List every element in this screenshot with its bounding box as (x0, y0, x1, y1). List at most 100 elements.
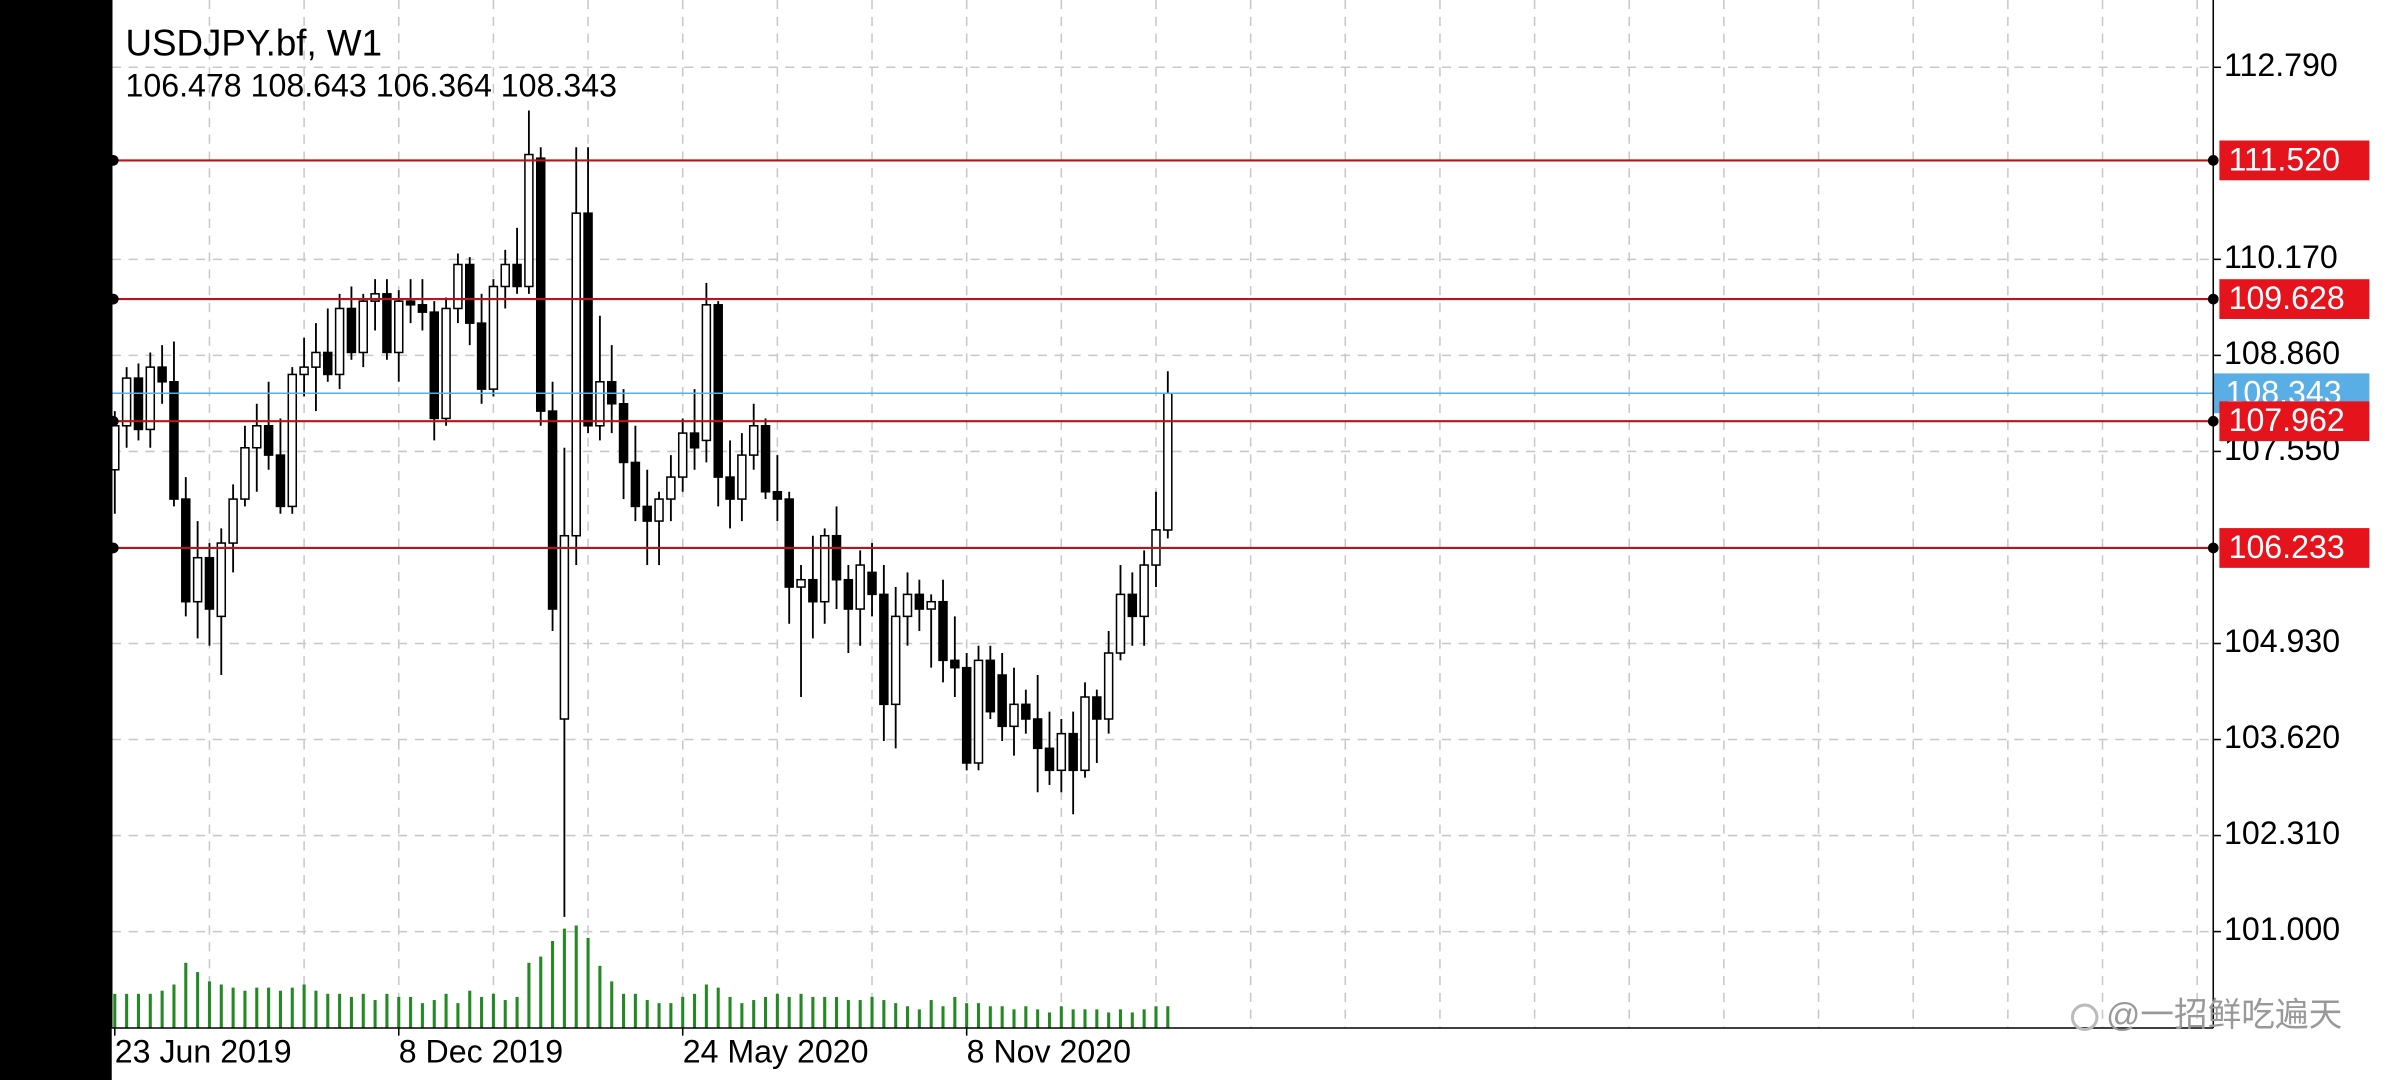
candle-body (677, 432, 688, 478)
candle-body (252, 425, 262, 449)
volume-bar (1130, 1012, 1134, 1028)
volume-bar (480, 996, 484, 1028)
volume-bar (811, 996, 815, 1028)
volume-bar (349, 996, 353, 1028)
candle-body (950, 659, 960, 669)
candle-body (701, 304, 712, 442)
volume-bar (409, 996, 413, 1028)
volume-bar (255, 987, 259, 1028)
volume-bar (740, 1003, 744, 1028)
level-label: 111.520 (2229, 141, 2340, 177)
side-bar (0, 0, 112, 1080)
candle-body (666, 476, 676, 500)
candle-body (405, 300, 416, 306)
volume-bar (799, 993, 803, 1028)
candle-body (1009, 703, 1019, 728)
volume-bar (953, 996, 957, 1028)
candle-body (819, 534, 830, 603)
volume-bar (551, 941, 555, 1028)
volume-bar (243, 990, 247, 1028)
candle-body (429, 311, 439, 420)
candle-body (323, 351, 333, 376)
candle-body (559, 534, 570, 720)
volume-bar (172, 984, 176, 1028)
candle-body (524, 153, 534, 288)
watermark-logo (2070, 1003, 2099, 1032)
volume-bar (728, 996, 732, 1028)
level-label-box (2219, 528, 2370, 568)
volume-bar (397, 996, 401, 1028)
volume-bar (610, 981, 614, 1028)
candle-body (181, 498, 191, 603)
volume-bar (207, 981, 211, 1028)
volume-bar (562, 928, 566, 1028)
candle-body (973, 659, 984, 764)
candle-body (1044, 747, 1055, 772)
candle-body (595, 381, 605, 427)
volume-bar (882, 1000, 886, 1028)
candle-body (1127, 593, 1138, 618)
candle-body (961, 666, 972, 764)
y-tick-label: 104.930 (2224, 623, 2340, 659)
volume-bar (113, 993, 117, 1028)
volume-bar (1047, 1012, 1052, 1028)
volume-bar (645, 1000, 649, 1028)
volume-bar (326, 993, 330, 1028)
candle-body (571, 212, 581, 537)
y-tick-label: 102.310 (2224, 815, 2340, 851)
candle-body (618, 403, 629, 464)
candle-body (890, 615, 901, 706)
volume-bar (1154, 1006, 1158, 1028)
ohlc-low: 106.364 (376, 68, 492, 104)
candle-body (464, 263, 475, 324)
candle-body (121, 377, 132, 427)
candle-body (796, 578, 806, 588)
plot (110, 110, 1173, 1028)
x-tick-label: 24 May 2020 (683, 1033, 869, 1069)
volume-bar (373, 1000, 377, 1028)
volume-bar (586, 937, 590, 1028)
y-tick-label: 103.620 (2224, 719, 2340, 755)
level-label: 109.628 (2229, 280, 2345, 316)
volume-bar (1036, 1009, 1040, 1028)
ohlc-high: 108.643 (251, 68, 367, 104)
volume-bar (527, 962, 531, 1028)
volume-bar (669, 1003, 673, 1028)
volume-bar (633, 993, 637, 1028)
volume-bar (515, 996, 519, 1028)
candle-body (334, 307, 345, 376)
volume-bar (302, 984, 306, 1028)
volume-bar (539, 956, 543, 1028)
volume-bar (1000, 1006, 1004, 1028)
volume-bar (361, 993, 365, 1028)
candle-body (1163, 392, 1173, 531)
volume-bar (622, 993, 626, 1028)
candle-body (1032, 718, 1043, 750)
volume-bar (574, 925, 578, 1028)
volume-bar (136, 993, 140, 1028)
candle-body (228, 498, 238, 544)
volume-bar (693, 993, 697, 1028)
volume-bar (468, 990, 472, 1028)
volume-bar (846, 1000, 850, 1028)
volume-bar (681, 996, 685, 1028)
candle-body (772, 490, 783, 500)
volume-bar (1083, 1009, 1087, 1028)
volume-bar (976, 1003, 981, 1028)
candle-body (1056, 732, 1067, 772)
candle-body (1068, 732, 1078, 772)
candle-body (500, 263, 510, 288)
volume-bar (598, 965, 602, 1028)
volume-bar (1071, 1009, 1075, 1028)
volume-bar (752, 1000, 756, 1028)
volume-bar (1118, 1009, 1123, 1028)
candle-body (453, 263, 463, 310)
volume-bar (917, 1009, 921, 1028)
volume-bar (716, 987, 720, 1028)
y-tick-label: 110.170 (2224, 239, 2338, 275)
level-label-box (2219, 401, 2370, 442)
candle-body (902, 593, 913, 618)
